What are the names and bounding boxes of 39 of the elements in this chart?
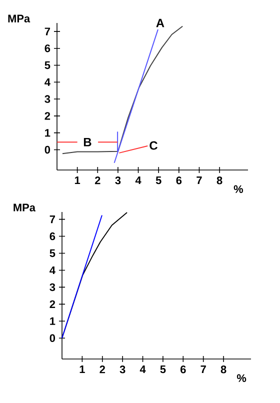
y-tick-label: 3 [44,95,50,103]
x-tick-label: 7 [200,366,206,374]
x-tick-label: 8 [220,366,226,374]
x-axis-title: % [236,374,246,382]
y-tick-label: 3 [50,283,56,292]
y-axis-title: MPa [8,14,30,22]
x-tick-label: 4 [135,176,142,184]
x-tick-label: 1 [80,366,85,374]
y-tick-label: 5 [44,61,50,70]
y-tick-label: 6 [44,44,50,52]
annotation: A [156,18,164,28]
x-tick-label: 2 [100,366,105,374]
y-tick-label: 6 [50,232,56,240]
y-tick-label: 2 [50,300,56,308]
y-tick-label: 2 [44,112,50,120]
x-axis-title: % [234,185,244,193]
x-tick-label: 5 [160,366,166,374]
y-tick-label: 5 [50,249,56,258]
y-tick-label: 1 [50,317,56,325]
annotation: C [150,141,158,150]
y-tick-label: 4 [44,78,50,86]
y-tick-label: 1 [45,129,50,137]
y-tick-label: 0 [50,334,56,342]
x-tick-label: 3 [115,176,121,184]
x-tick-label: 3 [120,366,126,374]
y-axis-title: MPa [14,204,36,212]
y-tick-label: 7 [50,216,55,224]
x-tick-label: 8 [216,176,222,184]
x-tick-label: 6 [176,176,182,184]
x-tick-label: 4 [140,366,146,374]
x-tick-label: 1 [74,176,80,184]
y-tick-label: 0 [44,146,50,154]
x-tick-label: 7 [196,176,202,184]
x-tick-label: 2 [94,176,100,184]
x-tick-label: 6 [180,366,186,374]
x-tick-label: 5 [156,176,162,184]
annotation: B [84,138,92,146]
y-tick-label: 4 [50,266,56,274]
y-tick-label: 7 [44,28,50,36]
